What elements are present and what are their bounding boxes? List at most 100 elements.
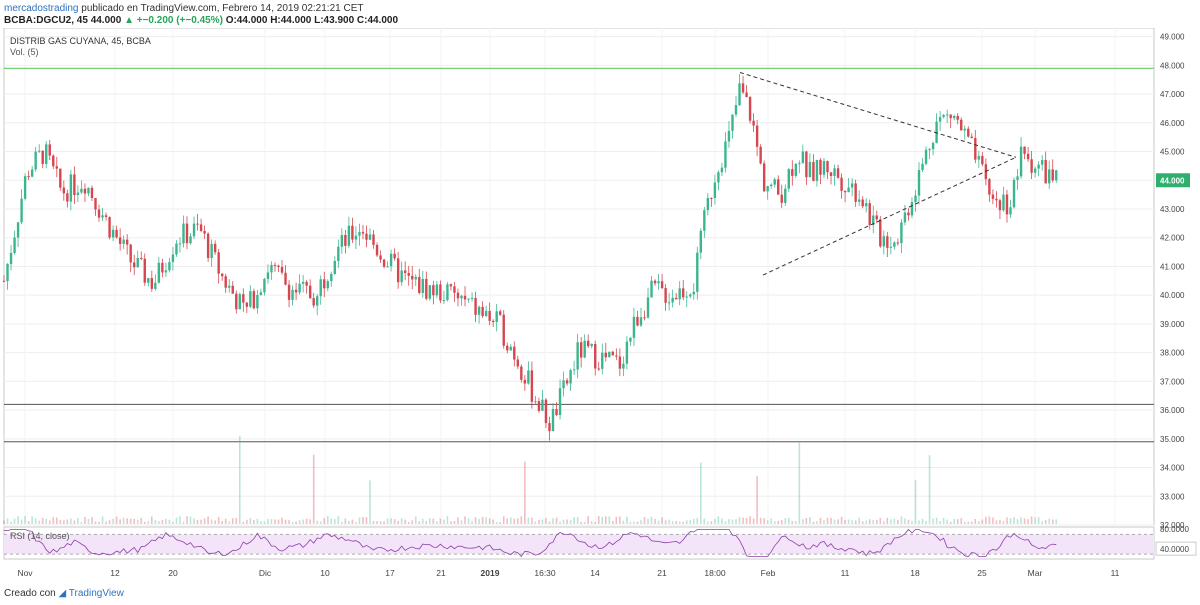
- candle-body: [601, 352, 604, 369]
- candle-body: [365, 233, 368, 240]
- volume-bar: [13, 518, 16, 524]
- volume-bar: [105, 521, 107, 524]
- volume-bar: [80, 521, 83, 524]
- volume-bar: [298, 520, 301, 524]
- candle-body: [678, 288, 681, 300]
- tradingview-logo-icon[interactable]: ◢: [58, 588, 67, 599]
- volume-bar: [865, 520, 868, 524]
- candle-body: [266, 272, 270, 280]
- volume-bar: [657, 520, 660, 524]
- volume-bar: [443, 519, 445, 524]
- volume-bar: [418, 521, 421, 524]
- candle-body: [931, 142, 935, 150]
- volume-bar: [893, 518, 896, 524]
- candle-body: [55, 166, 58, 169]
- volume-bar: [700, 462, 702, 524]
- candle-body: [73, 174, 76, 196]
- volume-bar: [953, 519, 955, 524]
- volume-bar: [450, 521, 452, 524]
- candle-body: [741, 83, 745, 93]
- candle-body: [674, 297, 678, 300]
- volume-bar: [6, 518, 9, 524]
- candle-body: [850, 183, 854, 188]
- y-axis: 49.000 48.000 47.000 46.000 45.000 44.000 43.0…: [1156, 33, 1190, 530]
- candle-body: [826, 161, 829, 173]
- candle-body: [579, 342, 583, 358]
- candle-body: [312, 298, 315, 306]
- x-tick-label: 17: [385, 568, 395, 578]
- volume-bar: [802, 519, 804, 524]
- candle-body: [752, 120, 755, 126]
- candle-body: [414, 276, 417, 280]
- price-chart[interactable]: 49.000 48.000 47.000 46.000 45.000 44.000 43.0…: [0, 28, 1200, 588]
- volume-bar: [911, 521, 913, 524]
- candle-body: [6, 263, 9, 282]
- candle-body: [481, 306, 484, 317]
- candle-body: [2, 280, 6, 282]
- volume-bars: [3, 436, 1058, 524]
- candle-body: [569, 370, 572, 384]
- volume-bar: [735, 519, 737, 524]
- volume-bar: [671, 521, 674, 524]
- volume-bar: [126, 518, 128, 524]
- candle-body: [224, 276, 227, 288]
- volume-bar: [495, 521, 498, 524]
- volume-bar: [692, 518, 695, 524]
- candle-body: [558, 388, 562, 416]
- candle-body: [94, 198, 97, 210]
- volume-bar: [861, 521, 864, 524]
- volume-bar: [147, 520, 150, 524]
- volume-bar: [38, 520, 40, 524]
- candle-body: [340, 234, 344, 247]
- candle-body: [960, 119, 963, 131]
- volume-bar: [24, 516, 26, 524]
- volume-bar: [214, 520, 216, 524]
- candle-body: [238, 294, 241, 310]
- volume-bar: [87, 519, 90, 524]
- candle-body: [886, 236, 889, 248]
- volume-bar: [524, 461, 526, 524]
- volume-bar: [685, 520, 688, 524]
- y-tick-label: 39.000: [1160, 320, 1185, 329]
- volume-bar: [168, 519, 171, 524]
- volume-bar: [1055, 519, 1058, 524]
- author-link[interactable]: mercadostrading: [4, 3, 79, 14]
- candle-body: [45, 144, 48, 164]
- candle-body: [435, 284, 439, 296]
- x-tick-label: 16:30: [534, 568, 556, 578]
- candle-body: [351, 225, 354, 240]
- candle-body: [488, 310, 491, 321]
- volume-bar: [348, 520, 350, 524]
- volume-bar: [429, 518, 431, 524]
- volume-bar: [946, 519, 948, 524]
- candle-body: [484, 310, 488, 317]
- candle-body: [382, 259, 386, 267]
- tradingview-brand[interactable]: TradingView: [68, 588, 124, 599]
- volume-bar: [460, 520, 463, 524]
- volume-bar: [277, 519, 280, 524]
- publish-info: publicado en TradingView.com, Febrero 14…: [81, 3, 364, 14]
- volume-bar: [425, 521, 428, 524]
- volume-legend: Vol. (5): [10, 47, 39, 57]
- volume-bar: [140, 517, 143, 524]
- volume-bar: [386, 518, 389, 524]
- candle-body: [168, 262, 171, 271]
- candle-body: [87, 187, 90, 194]
- candle-body: [682, 288, 685, 298]
- candle-body: [379, 255, 382, 260]
- volume-bar: [362, 517, 364, 524]
- volume-bar: [432, 518, 435, 524]
- volume-bar: [485, 517, 487, 524]
- candle-body: [805, 151, 808, 178]
- volume-bar: [196, 519, 199, 524]
- candle-body: [703, 210, 706, 231]
- volume-bar: [193, 518, 195, 524]
- candle-body: [843, 190, 847, 193]
- candle-body: [111, 229, 115, 238]
- candle-body: [639, 317, 643, 326]
- candle-body: [924, 149, 928, 164]
- candle-body: [622, 363, 625, 369]
- candle-body: [787, 169, 790, 189]
- volume-bar: [55, 517, 58, 524]
- volume-bar: [492, 519, 494, 524]
